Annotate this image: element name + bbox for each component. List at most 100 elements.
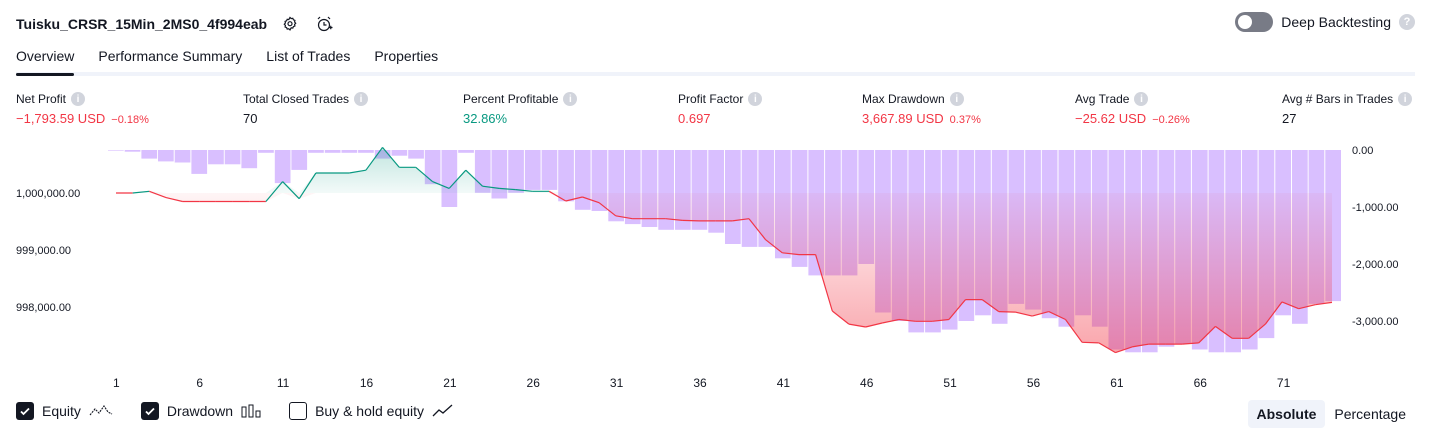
drawdown-bar <box>324 150 341 153</box>
drawdown-bar <box>458 150 474 153</box>
deep-backtesting-toggle[interactable] <box>1235 12 1274 32</box>
metric-avg-trade: Avg Trade i −25.62 USD −0.26% <box>1075 92 1190 126</box>
equity-line-segment <box>1264 301 1283 325</box>
metric-label: Avg # Bars in Trades <box>1282 92 1394 106</box>
drawdown-bar <box>291 150 308 170</box>
drawdown-bar <box>341 150 358 153</box>
equity-line-segment <box>298 172 317 200</box>
drawdown-bar <box>174 150 191 163</box>
equity-line-segment <box>448 169 467 189</box>
equity-line-segment <box>482 185 500 189</box>
x-axis-tick-label: 41 <box>777 376 791 390</box>
metric-percent: −0.26% <box>1152 114 1190 126</box>
metric-percent: 0.37% <box>949 114 981 126</box>
drawdown-bar <box>408 150 424 159</box>
equity-line-segment <box>898 318 916 322</box>
x-axis-tick-label: 46 <box>860 376 874 390</box>
left-axis-tick-label: 998,000.00 <box>16 302 71 314</box>
equity-line-segment <box>1281 301 1299 310</box>
info-icon[interactable]: i <box>1134 92 1149 106</box>
legend-buy-hold-equity[interactable]: Buy & hold equity <box>289 402 454 420</box>
x-axis-tick-label: 66 <box>1194 376 1208 390</box>
metric-label: Total Closed Trades <box>243 92 350 106</box>
legend-label: Drawdown <box>166 403 234 419</box>
equity-line-segment <box>515 189 533 192</box>
equity-line-segment <box>582 196 600 204</box>
equity-line-segment <box>499 187 516 191</box>
info-icon[interactable]: i <box>949 92 964 106</box>
drawdown-bar <box>424 150 441 185</box>
x-axis-tick-label: 26 <box>527 376 541 390</box>
gear-icon[interactable] <box>279 13 301 35</box>
drawdown-bar <box>491 150 508 199</box>
equity-line-segment <box>265 181 284 202</box>
equity-line-segment <box>1115 346 1133 354</box>
chart-mode-switch: Absolute Percentage <box>1247 400 1416 428</box>
tab-properties[interactable]: Properties <box>374 48 439 64</box>
equity-line-segment <box>1082 341 1099 344</box>
tab-bar: Overview Performance Summary List of Tra… <box>16 44 1415 76</box>
equity-line-segment <box>1048 311 1066 321</box>
equity-line-segment <box>598 202 617 217</box>
buy-hold-checkbox[interactable] <box>289 402 308 420</box>
legend-drawdown[interactable]: Drawdown <box>140 402 261 420</box>
equity-line-segment <box>1065 319 1083 343</box>
metric-avg-bars: Avg # Bars in Trades i 27 <box>1282 92 1413 126</box>
equity-line-segment <box>565 196 583 202</box>
right-axis-tick-label: -3,000.00 <box>1352 316 1398 328</box>
drawdown-bar <box>308 150 324 153</box>
drawdown-bar <box>258 150 274 153</box>
drawdown-bar <box>391 150 408 156</box>
deep-backtesting: Deep Backtesting ? <box>1235 12 1415 32</box>
metric-percent: −0.18% <box>111 114 149 126</box>
help-icon[interactable]: ? <box>1399 14 1415 30</box>
equity-line-segment <box>1215 325 1233 339</box>
legend-equity[interactable]: Equity <box>16 402 113 420</box>
equity-line-icon <box>89 404 113 418</box>
equity-line-segment <box>665 218 683 221</box>
info-icon[interactable]: i <box>748 92 763 106</box>
percentage-button[interactable]: Percentage <box>1334 406 1406 422</box>
x-axis-tick-label: 1 <box>113 376 120 390</box>
info-icon[interactable]: i <box>354 92 369 106</box>
equity-line-segment <box>349 169 366 174</box>
equity-line-segment <box>149 190 167 199</box>
equity-line-segment <box>282 181 300 200</box>
x-axis-tick-label: 56 <box>1027 376 1041 390</box>
drawdown-bar <box>541 150 558 190</box>
equity-line-segment <box>465 169 483 187</box>
absolute-button[interactable]: Absolute <box>1247 400 1326 428</box>
x-axis-tick-label: 36 <box>693 376 707 390</box>
tab-overview[interactable]: Overview <box>16 44 75 76</box>
drawdown-checkbox[interactable] <box>140 402 159 420</box>
equity-drawdown-chart[interactable]: 1,000,000.00 999,000.00 998,000.00 0.00 -1,0… <box>0 140 1431 398</box>
drawdown-bar <box>274 150 291 184</box>
equity-checkbox[interactable] <box>16 402 34 420</box>
equity-line-segment <box>1098 342 1116 354</box>
info-icon[interactable]: i <box>563 92 578 106</box>
drawdown-bar <box>108 150 124 151</box>
alarm-add-icon[interactable] <box>313 13 335 35</box>
equity-line-segment <box>831 310 850 325</box>
equity-line-segment <box>765 239 783 254</box>
drawdown-bar <box>441 150 458 207</box>
metric-percent-profitable: Percent Profitable i 32.86% <box>463 92 578 126</box>
equity-line-segment <box>865 322 883 328</box>
equity-line-segment <box>748 218 767 241</box>
equity-line-segment <box>1032 311 1049 317</box>
info-icon[interactable]: i <box>1398 92 1413 106</box>
equity-line-segment <box>932 318 949 322</box>
drawdown-bar <box>241 150 258 169</box>
equity-line-segment <box>848 323 866 328</box>
buy-hold-line-icon <box>432 404 454 418</box>
drawdown-bar <box>574 150 591 210</box>
equity-line-segment <box>432 181 450 189</box>
tab-performance-summary[interactable]: Performance Summary <box>98 48 243 64</box>
x-axis-tick-label: 11 <box>277 376 290 390</box>
info-icon[interactable]: i <box>71 92 86 106</box>
equity-line-segment <box>165 197 183 203</box>
equity-loss-area <box>116 193 1332 353</box>
tab-list-of-trades[interactable]: List of Trades <box>266 48 351 64</box>
equity-gain-area <box>116 147 1332 193</box>
equity-line-segment <box>1298 304 1316 310</box>
